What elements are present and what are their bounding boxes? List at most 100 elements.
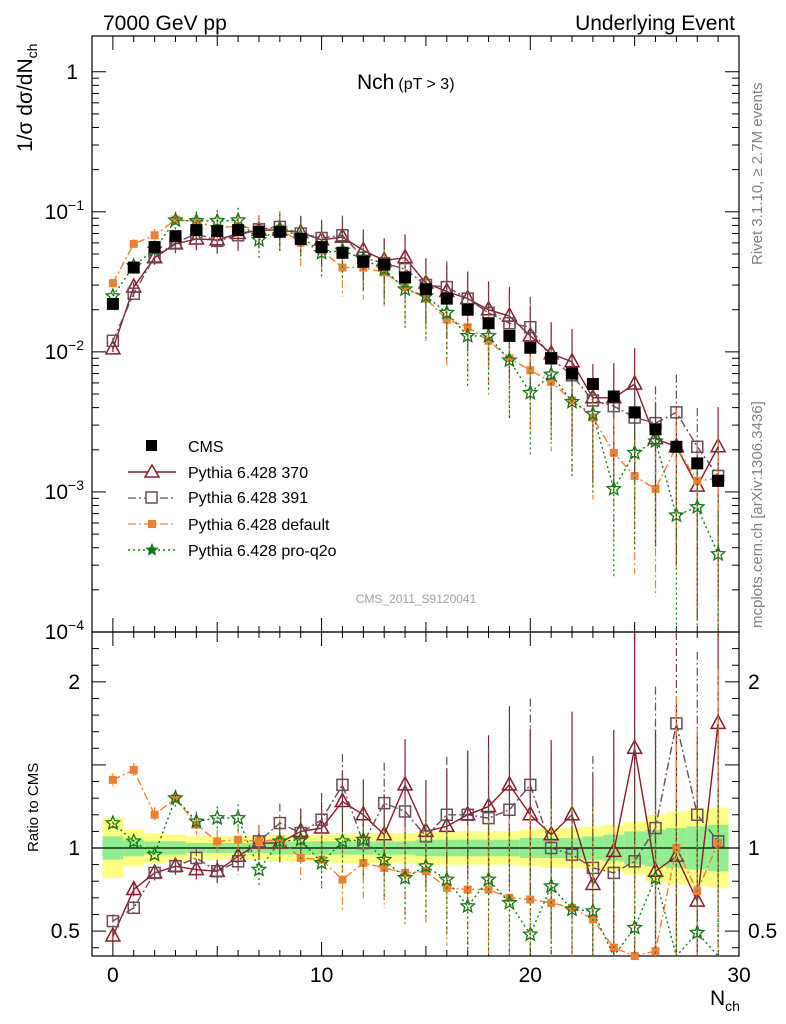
axis-ticks: 0 10 20 30 1 10−1 10−2 10−3 10−4 2 2 1 1 0.5 0.5 xyxy=(45,36,777,987)
point-cms xyxy=(482,317,495,330)
point-pq2o xyxy=(501,351,518,368)
ratio-point-pdefault xyxy=(317,855,326,864)
ratio-point-pq2o xyxy=(229,809,247,826)
ratio-point-pq2o xyxy=(417,857,435,874)
ratio-point-pdefault xyxy=(254,837,263,846)
point-pq2o xyxy=(459,327,476,343)
ratio-line-p391 xyxy=(112,723,719,922)
ratio-point-pq2o xyxy=(521,925,539,942)
point-cms xyxy=(566,367,579,380)
point-pdefault xyxy=(651,484,660,493)
point-pdefault xyxy=(463,323,472,332)
point-p391 xyxy=(670,406,683,419)
point-cms xyxy=(419,283,432,296)
point-pdefault xyxy=(630,471,639,480)
svg-text:Pythia 6.428 370: Pythia 6.428 370 xyxy=(188,465,308,482)
x-tick-label: 0 xyxy=(107,964,119,987)
ratio-point-pdefault xyxy=(505,893,514,902)
x-tick-label: 20 xyxy=(519,964,542,987)
ratio-point-pq2o xyxy=(355,831,372,847)
ratio-point-pq2o xyxy=(563,900,581,917)
point-p370 xyxy=(563,352,581,368)
ratio-point-pdefault xyxy=(171,794,180,803)
ratio-point-p370 xyxy=(104,926,122,942)
ratio-point-pdefault xyxy=(213,837,222,846)
point-pdefault xyxy=(526,366,535,375)
ratio-point-pq2o xyxy=(584,902,602,919)
ratio-point-p370 xyxy=(501,775,518,791)
ratio-point-pq2o xyxy=(459,897,476,914)
point-pq2o xyxy=(396,280,414,297)
ratio-point-p391 xyxy=(169,860,182,873)
ratio-point-pq2o xyxy=(334,832,351,849)
point-cms xyxy=(315,241,328,254)
point-cms xyxy=(190,224,203,237)
point-pq2o xyxy=(563,393,581,409)
ratio-uncertainty-bands xyxy=(92,808,739,888)
point-p391 xyxy=(503,317,516,330)
x-axis-label: Nch xyxy=(710,987,740,1014)
analysis-id: CMS_2011_S9120041 xyxy=(356,592,477,606)
point-pq2o xyxy=(229,211,247,228)
ratio-point-pq2o xyxy=(104,814,122,831)
ratio-point-p370 xyxy=(396,775,414,791)
ratio-point-pdefault xyxy=(672,844,681,852)
point-p370 xyxy=(104,339,122,355)
point-p370 xyxy=(709,437,727,453)
ratio-point-pq2o xyxy=(688,923,706,940)
point-cms xyxy=(378,258,391,271)
ratio-y-tick-label-right: 2 xyxy=(748,671,760,694)
ratio-point-pq2o xyxy=(271,832,289,849)
point-pq2o xyxy=(584,405,602,422)
point-cms xyxy=(252,225,265,238)
legend-entry-p391: Pythia 6.428 391 xyxy=(128,490,308,507)
x-tick-label: 10 xyxy=(310,964,333,987)
point-pdefault xyxy=(505,354,514,363)
point-pdefault xyxy=(108,279,117,288)
point-pq2o xyxy=(688,498,706,515)
ratio-point-p391 xyxy=(503,803,516,817)
ratio-point-pdefault xyxy=(380,863,389,872)
mcplots-reference: mcplots.cern.ch [arXiv:1306.3436] xyxy=(749,401,766,628)
point-pdefault xyxy=(442,315,451,324)
ratio-point-pq2o xyxy=(626,919,643,935)
ratio-y-tick-label: 2 xyxy=(68,671,80,694)
y-tick-label: 10−2 xyxy=(45,337,85,364)
point-cms xyxy=(670,440,683,453)
point-cms xyxy=(524,341,537,354)
point-cms xyxy=(211,224,224,237)
point-pq2o xyxy=(668,506,685,523)
series-line-pq2o xyxy=(112,219,719,555)
point-pdefault xyxy=(150,231,159,240)
point-p391 xyxy=(691,440,704,454)
point-p391 xyxy=(336,229,349,242)
ratio-point-pq2o xyxy=(250,860,268,877)
point-p391 xyxy=(524,320,537,334)
ratio-point-p391 xyxy=(127,901,140,915)
ratio-point-p391 xyxy=(524,778,537,792)
ratio-point-p391 xyxy=(377,796,391,810)
ratio-point-pq2o xyxy=(501,894,518,910)
point-pdefault xyxy=(547,377,556,386)
ratio-point-pdefault xyxy=(651,947,660,956)
ratio-point-pdefault xyxy=(275,835,284,844)
ratio-point-pq2o xyxy=(480,870,497,887)
point-pdefault xyxy=(484,336,493,345)
ratio-y-tick-label: 1 xyxy=(68,837,80,860)
ratio-point-p391 xyxy=(315,813,328,827)
legend-entry-p370: Pythia 6.428 370 xyxy=(128,463,308,482)
legend-marker-cms xyxy=(146,440,157,451)
ratio-plot-frame xyxy=(91,631,740,957)
legend-entry-pdefault: Pythia 6.428 default xyxy=(128,517,330,534)
ratio-point-pdefault xyxy=(463,885,472,894)
point-pq2o xyxy=(188,212,205,229)
point-cms xyxy=(440,292,453,305)
point-pq2o xyxy=(709,545,727,562)
ratio-point-pq2o xyxy=(209,809,226,826)
point-p370 xyxy=(208,230,226,246)
ratio-point-pdefault xyxy=(714,839,723,848)
ratio-y-tick-label-right: 1 xyxy=(748,837,760,860)
svg-text:Pythia 6.428 pro-q2o: Pythia 6.428 pro-q2o xyxy=(188,543,337,560)
legend-marker-pdefault xyxy=(148,520,156,528)
